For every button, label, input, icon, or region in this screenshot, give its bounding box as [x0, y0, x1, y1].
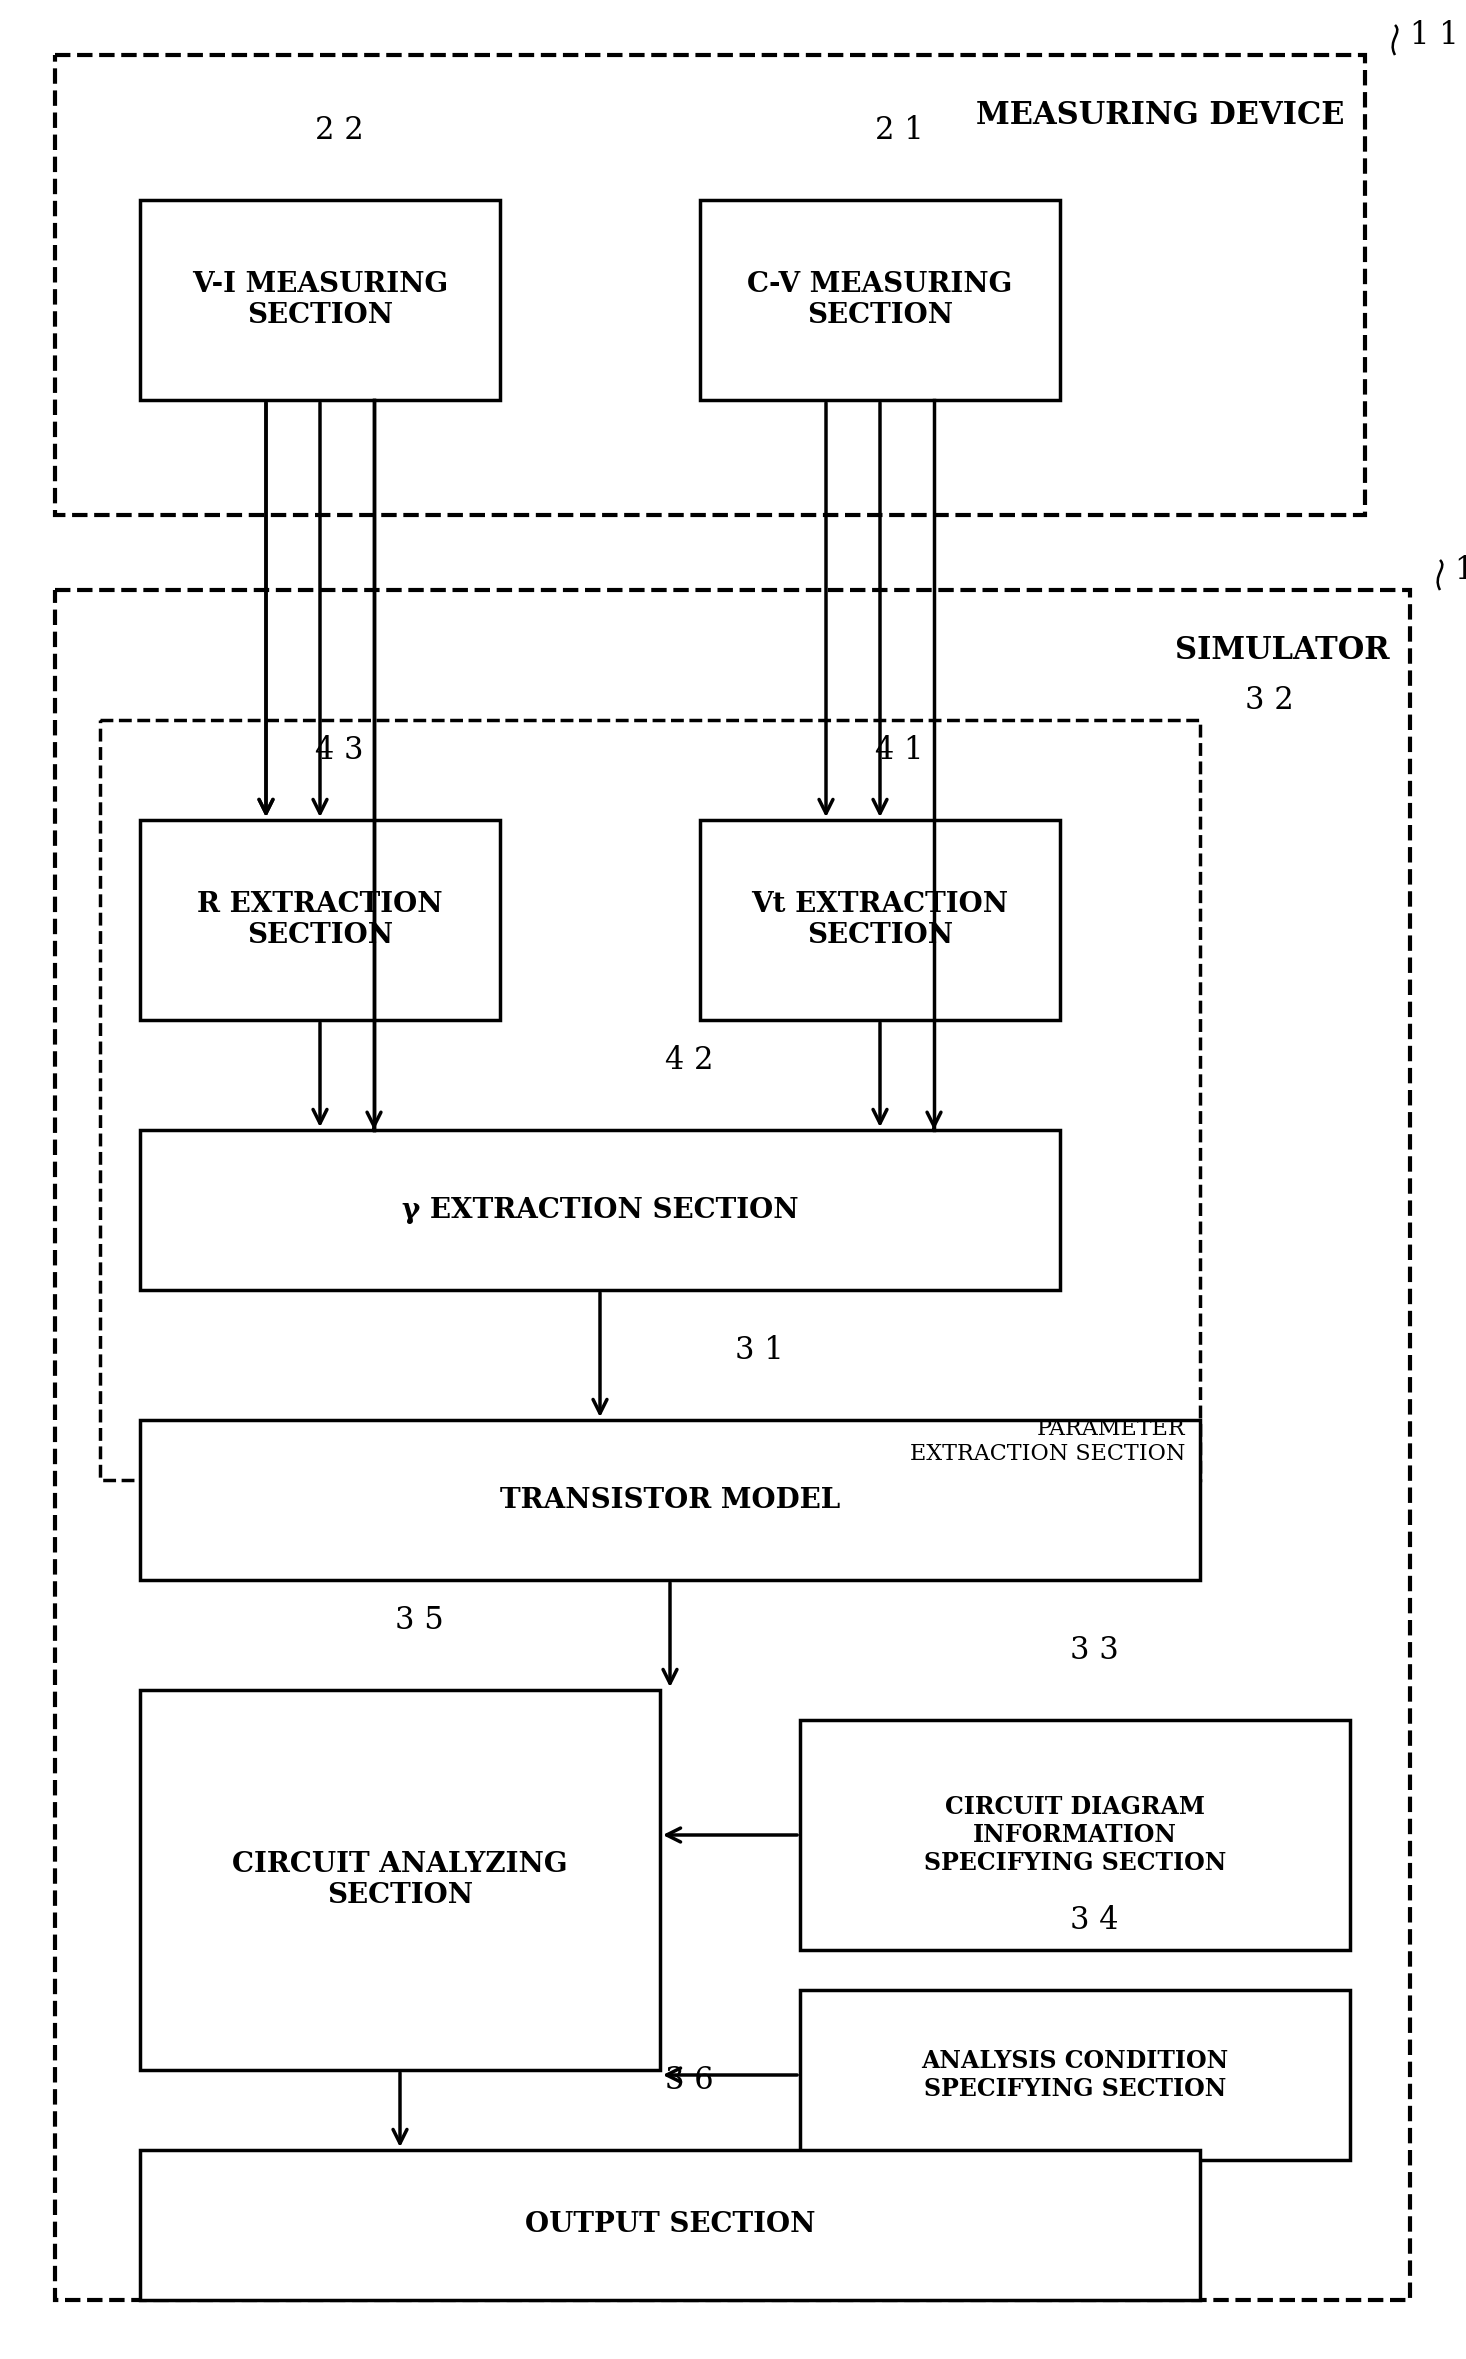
Text: C-V MEASURING
SECTION: C-V MEASURING SECTION — [748, 271, 1013, 330]
Text: 4 2: 4 2 — [666, 1045, 714, 1076]
Bar — [699, 201, 1060, 401]
Text: 4 3: 4 3 — [315, 736, 364, 767]
Text: SIMULATOR: SIMULATOR — [1176, 635, 1390, 665]
Text: TRANSISTOR MODEL: TRANSISTOR MODEL — [500, 1486, 840, 1514]
Bar — [56, 54, 1365, 514]
Bar — [699, 821, 1060, 1019]
Text: 4 1: 4 1 — [875, 736, 924, 767]
Bar — [100, 719, 1201, 1479]
Text: 2 2: 2 2 — [315, 116, 364, 146]
Text: MEASURING DEVICE: MEASURING DEVICE — [976, 99, 1344, 132]
Text: 1 2: 1 2 — [1454, 554, 1466, 585]
Bar — [139, 2149, 1201, 2300]
Bar — [139, 1420, 1201, 1581]
Text: 3 2: 3 2 — [1245, 684, 1294, 717]
Text: 3 5: 3 5 — [394, 1604, 444, 1637]
Bar — [800, 1991, 1350, 2161]
Text: CIRCUIT DIAGRAM
INFORMATION
SPECIFYING SECTION: CIRCUIT DIAGRAM INFORMATION SPECIFYING S… — [924, 1795, 1226, 1875]
Text: 3 1: 3 1 — [734, 1335, 784, 1366]
Text: 1 1: 1 1 — [1410, 19, 1459, 52]
Text: V-I MEASURING
SECTION: V-I MEASURING SECTION — [192, 271, 449, 330]
Text: ANALYSIS CONDITION
SPECIFYING SECTION: ANALYSIS CONDITION SPECIFYING SECTION — [921, 2050, 1229, 2102]
Text: Vt EXTRACTION
SECTION: Vt EXTRACTION SECTION — [752, 892, 1009, 948]
Bar — [139, 1130, 1060, 1290]
Bar — [139, 1689, 660, 2069]
Bar — [139, 821, 500, 1019]
Text: 3 6: 3 6 — [666, 2064, 714, 2097]
Bar — [800, 1720, 1350, 1951]
Text: 3 4: 3 4 — [1070, 1906, 1119, 1937]
Text: R EXTRACTION
SECTION: R EXTRACTION SECTION — [198, 892, 443, 948]
Bar — [56, 590, 1410, 2300]
Text: γ EXTRACTION SECTION: γ EXTRACTION SECTION — [402, 1196, 799, 1224]
Text: 2 1: 2 1 — [875, 116, 924, 146]
Text: 3 3: 3 3 — [1070, 1635, 1119, 1665]
Text: CIRCUIT ANALYZING
SECTION: CIRCUIT ANALYZING SECTION — [232, 1852, 567, 1908]
Text: PARAMETER
EXTRACTION SECTION: PARAMETER EXTRACTION SECTION — [909, 1418, 1185, 1465]
Bar — [139, 201, 500, 401]
Text: OUTPUT SECTION: OUTPUT SECTION — [525, 2210, 815, 2239]
